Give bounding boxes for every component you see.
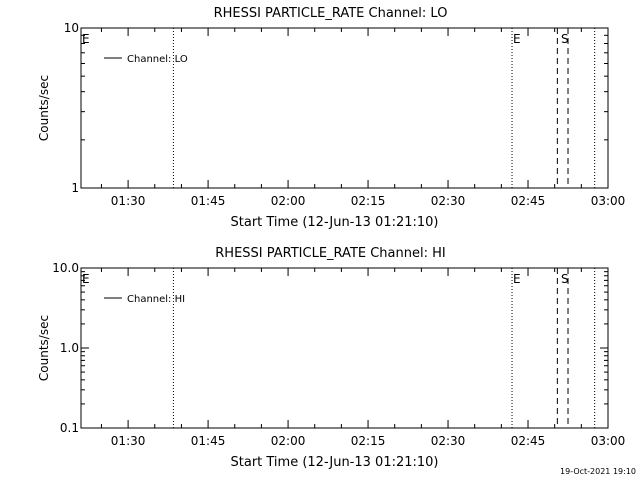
x-tick-label: 02:30 <box>431 434 466 448</box>
x-axis-label: Start Time (12-Jun-13 01:21:10) <box>231 215 439 230</box>
y-tick-label: 10.0 <box>52 261 79 275</box>
y-tick-label: 0.1 <box>60 421 79 435</box>
x-tick-label: 02:45 <box>511 194 546 208</box>
annotation-label: E <box>82 272 90 286</box>
x-tick-label: 02:45 <box>511 434 546 448</box>
y-axis-label: Counts/sec <box>37 315 51 381</box>
y-tick-label: 1.0 <box>60 341 79 355</box>
timestamp-label: 19-Oct-2021 19:10 <box>560 467 636 476</box>
plot-frame <box>80 267 609 429</box>
x-tick-label: 02:30 <box>431 194 466 208</box>
annotation-label: S <box>561 272 569 286</box>
legend-entry: Channel: LO <box>127 54 188 65</box>
annotation-label: E <box>513 32 521 46</box>
plot-frame <box>80 27 609 189</box>
x-tick-label: 02:15 <box>351 194 386 208</box>
chart-panel-hi: RHESSI PARTICLE_RATE Channel: HI 01:30 01:… <box>37 246 625 470</box>
x-axis-label: Start Time (12-Jun-13 01:21:10) <box>231 455 439 470</box>
x-tick-label: 01:45 <box>191 434 226 448</box>
x-tick-label: 03:00 <box>591 194 626 208</box>
annotation-label: S <box>561 32 569 46</box>
x-tick-label: 02:00 <box>271 194 306 208</box>
chart-title: RHESSI PARTICLE_RATE Channel: LO <box>214 6 448 21</box>
x-tick-label: 03:00 <box>591 434 626 448</box>
x-tick-label: 02:00 <box>271 434 306 448</box>
x-tick-label: 02:15 <box>351 434 386 448</box>
annotation-label: E <box>82 32 90 46</box>
x-tick-label: 01:30 <box>111 194 146 208</box>
y-axis-label: Counts/sec <box>37 75 51 141</box>
y-tick-label: 10 <box>64 21 79 35</box>
x-tick-label: 01:30 <box>111 434 146 448</box>
chart-title: RHESSI PARTICLE_RATE Channel: HI <box>215 246 445 261</box>
chart-panel-lo: RHESSI PARTICLE_RATE Channel: LO 01:30 01:… <box>37 6 625 230</box>
legend-entry: Channel: HI <box>127 294 185 305</box>
x-tick-label: 01:45 <box>191 194 226 208</box>
annotation-label: E <box>513 272 521 286</box>
y-tick-label: 1 <box>71 181 79 195</box>
